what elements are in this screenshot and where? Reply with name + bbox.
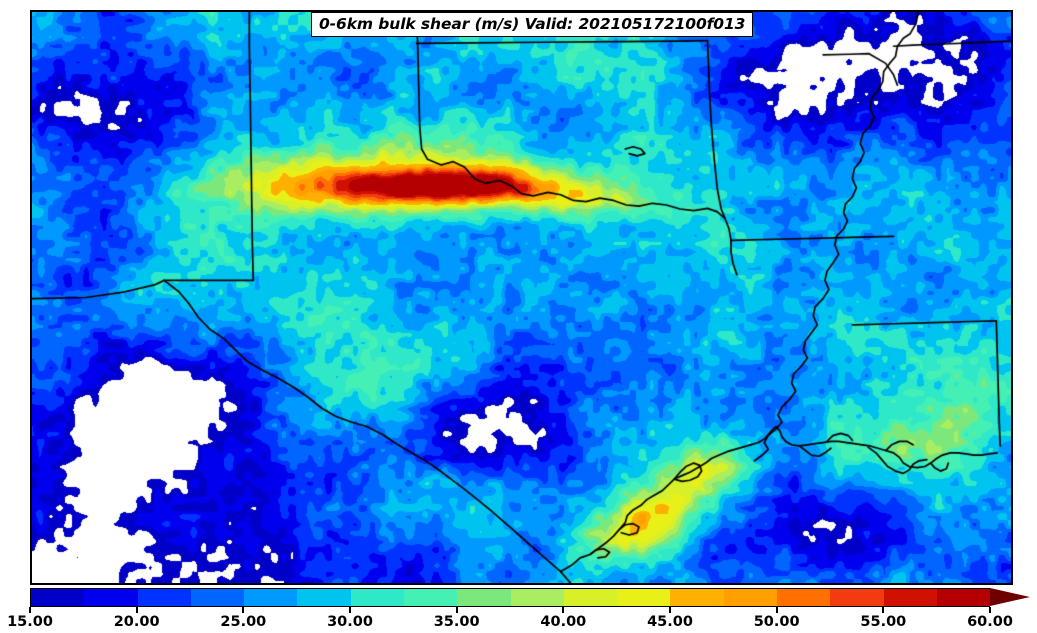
colorbar-segment-2 bbox=[137, 589, 191, 606]
colorbar-tick-35.00 bbox=[455, 607, 458, 613]
colorbar-tick-55.00 bbox=[882, 607, 885, 613]
colorbar-segment-15 bbox=[830, 589, 884, 606]
colorbar-tick-30.00 bbox=[349, 607, 351, 613]
colorbar-label-45.00: 45.00 bbox=[647, 614, 693, 630]
colorbar-label-25.00: 25.00 bbox=[220, 614, 267, 630]
plot-title: 0-6km bulk shear (m/s) Valid: 2021051721… bbox=[311, 12, 754, 37]
colorbar-segment-17 bbox=[936, 589, 991, 606]
colorbar-label-30.00: 30.00 bbox=[327, 614, 373, 630]
colorbar-gradient bbox=[30, 588, 991, 607]
colorbar-label-60.00: 60.00 bbox=[967, 614, 1013, 630]
colorbar-segment-1 bbox=[84, 589, 138, 606]
geographic-boundaries-overlay bbox=[32, 12, 1011, 583]
colorbar-segment-11 bbox=[617, 589, 671, 606]
colorbar-label-15.00: 15.00 bbox=[7, 614, 53, 630]
colorbar-label-20.00: 20.00 bbox=[113, 614, 160, 630]
colorbar-tick-15.00 bbox=[29, 607, 31, 613]
colorbar-label-35.00: 35.00 bbox=[433, 614, 480, 630]
colorbar-segment-3 bbox=[190, 589, 245, 606]
colorbar-segment-14 bbox=[776, 589, 831, 606]
colorbar-segment-16 bbox=[883, 589, 937, 606]
colorbar-label-55.00: 55.00 bbox=[860, 614, 907, 630]
colorbar-segment-9 bbox=[510, 589, 564, 606]
colorbar-over-arrow bbox=[990, 588, 1030, 606]
colorbar: 15.00 20.00 25.00 30.00 35.00 40.00 45.00 50.00… bbox=[0, 588, 1037, 633]
colorbar-segment-13 bbox=[723, 589, 777, 606]
colorbar-segment-4 bbox=[244, 589, 298, 606]
colorbar-tick-45.00 bbox=[669, 607, 671, 613]
colorbar-label-40.00: 40.00 bbox=[540, 614, 587, 630]
colorbar-tick-50.00 bbox=[775, 607, 778, 613]
colorbar-segment-0 bbox=[31, 589, 85, 606]
colorbar-segment-10 bbox=[563, 589, 618, 606]
colorbar-label-50.00: 50.00 bbox=[753, 614, 800, 630]
map-panel bbox=[30, 10, 1013, 585]
colorbar-segment-6 bbox=[350, 589, 404, 606]
colorbar-tick-20.00 bbox=[135, 607, 138, 613]
colorbar-tick-40.00 bbox=[562, 607, 565, 613]
colorbar-segment-5 bbox=[297, 589, 351, 606]
colorbar-segment-8 bbox=[457, 589, 511, 606]
colorbar-segment-12 bbox=[670, 589, 724, 606]
colorbar-tick-25.00 bbox=[242, 607, 245, 613]
colorbar-segment-7 bbox=[403, 589, 458, 606]
colorbar-tick-60.00 bbox=[989, 607, 991, 613]
